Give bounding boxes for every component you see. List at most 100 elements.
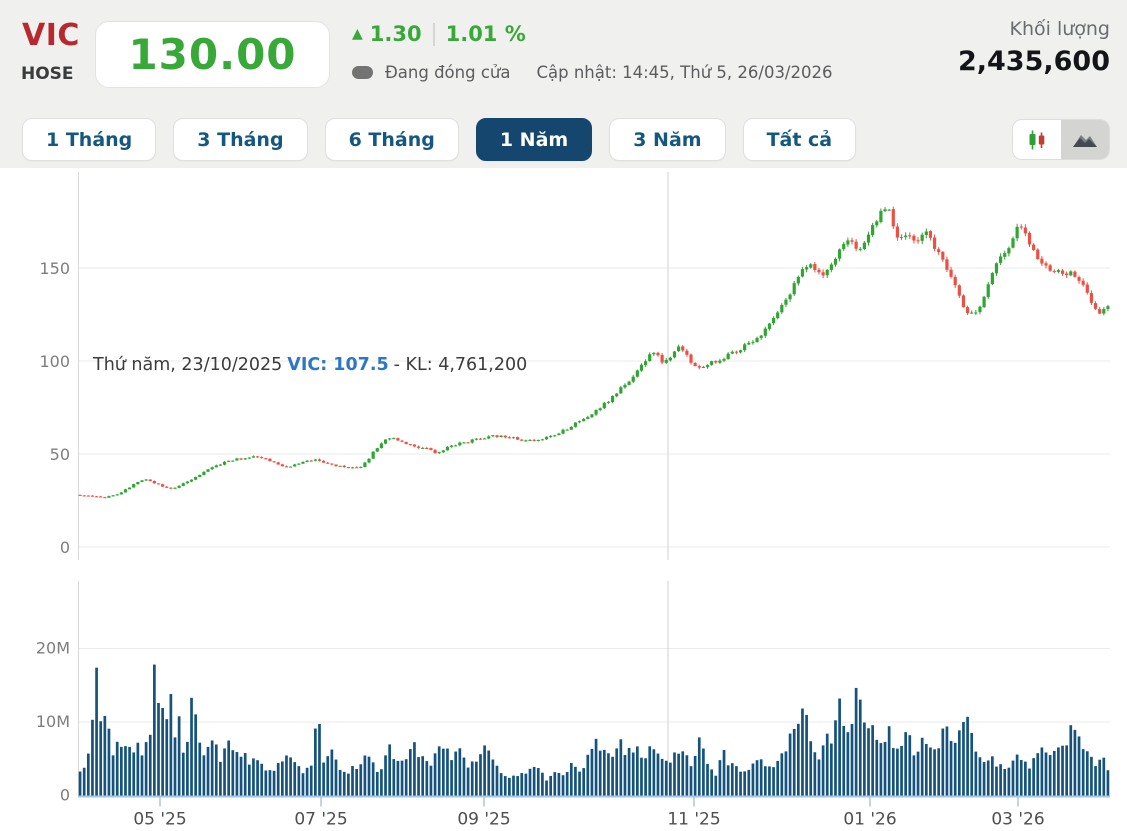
tab-1-month[interactable]: 1 Tháng <box>22 118 157 161</box>
candle <box>953 276 957 286</box>
volume-bar <box>186 741 189 796</box>
candle <box>945 259 949 270</box>
candle <box>858 248 862 250</box>
candle <box>99 496 103 498</box>
volume-bar <box>887 726 891 796</box>
candle <box>916 240 920 242</box>
tab-3-months[interactable]: 3 Tháng <box>173 118 308 161</box>
volume-bar <box>524 773 528 796</box>
volume-bar <box>673 752 676 796</box>
area-view-button[interactable] <box>1061 120 1109 159</box>
candle <box>652 352 656 355</box>
candle <box>499 435 503 438</box>
volume-bar <box>309 765 313 796</box>
volume-bar <box>421 756 425 796</box>
volume-bar <box>454 751 458 796</box>
volume-bar <box>999 764 1002 796</box>
candle <box>1007 248 1011 254</box>
candle <box>202 471 206 475</box>
candle <box>615 393 619 397</box>
candle <box>920 234 924 241</box>
volume-bar <box>908 735 912 796</box>
volume-bar <box>86 753 90 796</box>
range-tabs: 1 Tháng 3 Tháng 6 Tháng 1 Năm 3 Năm Tất … <box>22 118 857 161</box>
candle <box>804 267 809 270</box>
candle <box>714 361 718 363</box>
tab-6-months[interactable]: 6 Tháng <box>324 118 459 161</box>
candle <box>660 354 664 363</box>
volume-bar <box>677 753 680 796</box>
candle <box>784 299 788 305</box>
volume-bar <box>991 756 994 796</box>
volume-bar <box>557 772 561 796</box>
candle <box>94 496 99 498</box>
candle <box>322 460 326 463</box>
volume-bar <box>640 757 643 796</box>
axis-labels: 0 50 100 150 0 10M 20M 05 '25 07 '25 09 '25 11 '25… <box>36 259 1045 830</box>
candle <box>1011 238 1015 248</box>
volume-bar <box>916 751 920 796</box>
candle <box>161 484 165 487</box>
candle <box>524 440 528 442</box>
volume-bar <box>821 745 825 796</box>
volume-bar <box>363 755 367 796</box>
volume-bar <box>858 699 862 796</box>
candle <box>1106 306 1110 309</box>
volume-bar <box>1057 747 1060 796</box>
volume-bar <box>532 766 536 796</box>
tab-1-year[interactable]: 1 Năm <box>475 118 593 161</box>
volume-bar <box>1065 745 1069 796</box>
volume-bar <box>458 748 462 796</box>
volume-bar <box>375 771 379 796</box>
candle <box>214 465 218 468</box>
volume-bar <box>466 767 470 796</box>
candlestick-view-button[interactable] <box>1013 120 1061 159</box>
volume-bar <box>157 703 160 796</box>
volume-bar <box>82 767 86 796</box>
volume-bar <box>516 776 519 796</box>
volume-bar <box>437 746 441 796</box>
candle <box>553 435 557 437</box>
tab-all[interactable]: Tất cả <box>742 118 857 161</box>
tab-3-years[interactable]: 3 Năm <box>609 118 726 161</box>
candle <box>227 460 231 462</box>
volume-bar <box>929 747 932 796</box>
volume-bar <box>648 746 652 796</box>
candle <box>260 457 264 459</box>
volume-bar <box>627 747 631 796</box>
volume-bar <box>347 773 350 796</box>
candle <box>776 312 780 319</box>
candle <box>924 231 928 236</box>
volume-bar <box>520 773 524 796</box>
candle <box>697 366 701 368</box>
gridlines <box>78 267 1110 723</box>
candle <box>264 458 268 460</box>
volume-bar <box>772 767 775 796</box>
volume-bar <box>978 757 982 796</box>
volume-bar <box>549 775 553 796</box>
candle <box>1065 273 1069 276</box>
candle <box>730 351 734 354</box>
volume-bar <box>99 721 103 796</box>
candle <box>383 439 388 444</box>
volume-bar <box>995 766 998 796</box>
candle <box>301 461 305 464</box>
volume-bar <box>153 664 156 796</box>
volume-bar <box>900 745 903 796</box>
volume-bar <box>1069 725 1073 796</box>
tooltip-volume: - KL: 4,761,200 <box>393 355 528 375</box>
candle <box>437 452 441 454</box>
price-volume-chart[interactable]: 0 50 100 150 0 10M 20M 05 '25 07 '25 09 '25 11 '25… <box>0 168 1127 831</box>
volume-bar <box>503 776 507 796</box>
candle <box>404 441 408 444</box>
candle <box>1098 309 1102 314</box>
volume-bar <box>392 759 396 796</box>
candle <box>759 335 763 338</box>
volume-bar <box>425 761 429 796</box>
candle <box>755 337 759 343</box>
candle <box>297 463 301 465</box>
volume-bar <box>652 749 656 796</box>
candle <box>1081 280 1085 285</box>
volume-bar <box>924 743 928 796</box>
volume-bar <box>660 758 664 796</box>
